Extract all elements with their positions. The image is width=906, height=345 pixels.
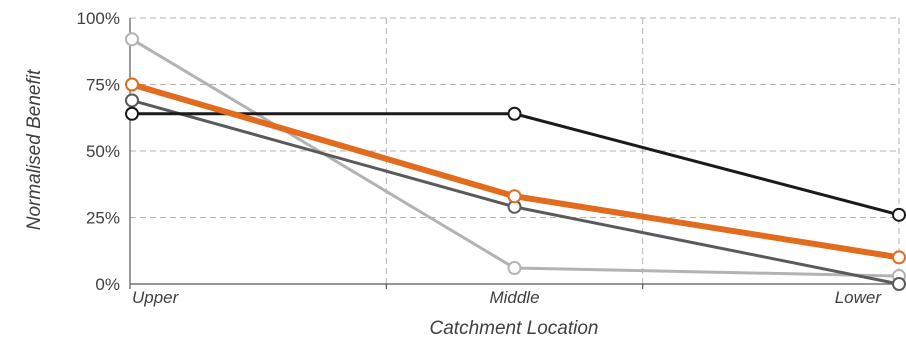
data-point xyxy=(507,189,522,204)
data-point xyxy=(125,32,139,47)
series-4 xyxy=(125,77,906,265)
series-3 xyxy=(125,106,906,222)
y-tick-label: 75% xyxy=(86,76,120,95)
y-tick-label: 100% xyxy=(77,9,120,28)
data-point xyxy=(892,250,906,265)
data-point xyxy=(125,77,139,92)
grid-lines xyxy=(130,17,900,284)
y-tick-labels: 0% 25% 50% 75% 100% xyxy=(77,9,120,294)
data-point xyxy=(507,261,522,276)
y-tick-label: 50% xyxy=(86,142,120,161)
data-point xyxy=(125,106,139,121)
data-point xyxy=(892,207,906,222)
series-group xyxy=(125,32,906,291)
x-tick-labels: Upper Middle Lower xyxy=(132,288,882,307)
data-point xyxy=(507,106,522,121)
x-tick-label: Lower xyxy=(835,288,883,307)
x-tick-label: Upper xyxy=(132,288,180,307)
x-tick-label: Middle xyxy=(489,288,539,307)
axes xyxy=(129,18,900,289)
series-2 xyxy=(125,93,906,291)
data-point xyxy=(892,277,906,291)
y-axis-title: Normalised Benefit xyxy=(24,69,45,230)
y-tick-label: 25% xyxy=(86,209,120,228)
data-point xyxy=(125,93,139,108)
series-1 xyxy=(125,32,906,284)
x-axis-title: Catchment Location xyxy=(430,318,599,339)
y-tick-label: 0% xyxy=(95,275,120,294)
